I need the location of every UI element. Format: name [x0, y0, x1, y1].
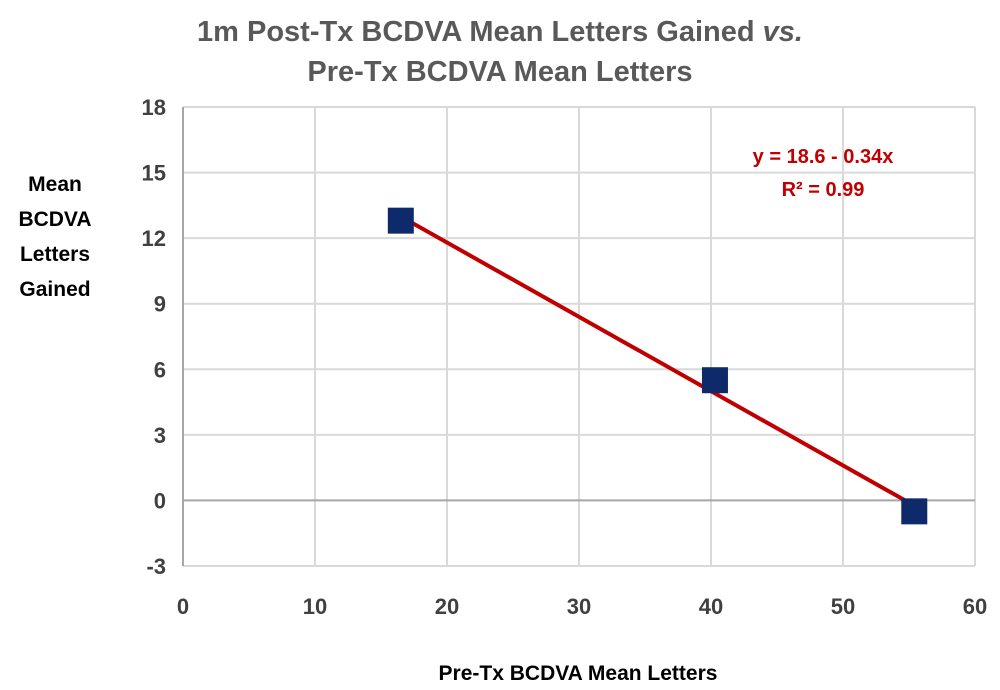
x-tick-label: 40 — [699, 594, 723, 619]
y-axis-title: Mean BCDVA Letters Gained — [18, 173, 91, 301]
x-tick-label: 30 — [567, 594, 591, 619]
y-tick-label: -3 — [146, 554, 166, 579]
data-point — [387, 207, 414, 234]
trendline — [404, 217, 915, 507]
trendline-layer — [404, 217, 915, 507]
y-tick-label: 0 — [154, 488, 166, 513]
x-tick-label: 0 — [177, 594, 189, 619]
y-axis-title-line: Gained — [19, 278, 90, 301]
chart-title-line-1: 1m Post-Tx BCDVA Mean Letters Gained vs. — [197, 16, 803, 48]
x-axis-title: Pre-Tx BCDVA Mean Letters — [439, 662, 718, 685]
title-italic-vs: vs. — [763, 16, 803, 48]
data-points — [387, 207, 928, 525]
y-axis-title-line: Letters — [20, 243, 90, 266]
x-tick-label: 20 — [435, 594, 459, 619]
x-tick-label: 60 — [963, 594, 987, 619]
y-tick-label: 15 — [142, 161, 166, 186]
y-tick-label: 6 — [154, 357, 166, 382]
data-point — [901, 498, 928, 525]
y-tick-label: 18 — [142, 95, 166, 120]
x-tick-label: 10 — [303, 594, 327, 619]
tick-labels: -3 0 3 6 9 12 15 18 0 10 20 30 40 50 60 — [142, 95, 988, 619]
y-tick-label: 9 — [154, 292, 166, 317]
y-tick-label: 3 — [154, 423, 166, 448]
y-axis-title-line: Mean — [28, 173, 82, 196]
y-axis-title-line: BCDVA — [18, 208, 91, 231]
data-point — [701, 367, 728, 394]
trendline-r-squared: R² = 0.99 — [782, 179, 865, 201]
grid-lines — [183, 106, 976, 567]
y-tick-label: 12 — [142, 226, 166, 251]
x-tick-label: 50 — [831, 594, 855, 619]
axes — [182, 107, 975, 566]
chart-title-line-2: Pre-Tx BCDVA Mean Letters — [307, 56, 692, 88]
trendline-equation: y = 18.6 - 0.34x — [753, 146, 894, 168]
